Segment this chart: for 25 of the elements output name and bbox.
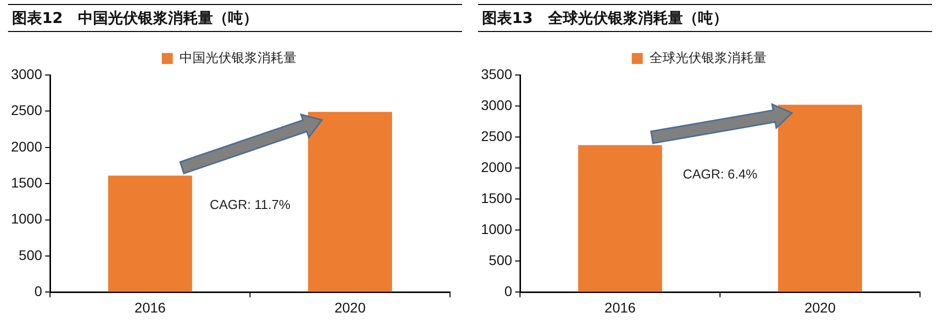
y-tick-label: 3500 — [480, 66, 512, 82]
legend-label: 中国光伏银浆消耗量 — [179, 50, 296, 66]
y-tick-label: 2500 — [480, 128, 512, 144]
y-tick-label: 1500 — [480, 190, 512, 206]
y-tick-label: 3000 — [10, 66, 42, 82]
x-tick-label: 2016 — [134, 299, 166, 316]
chart-title: 图表12 中国光伏银浆消耗量（吨） — [8, 4, 462, 32]
chart-title: 图表13 全球光伏银浆消耗量（吨） — [478, 4, 932, 32]
y-tick-label: 2500 — [10, 102, 42, 118]
y-tick-label: 3000 — [480, 96, 512, 113]
y-tick-label: 1000 — [480, 221, 512, 237]
y-tick-label: 2000 — [10, 138, 42, 154]
x-tick-label: 2016 — [604, 299, 636, 316]
annotation: CAGR: 6.4% — [682, 166, 758, 182]
x-tick-label: 2020 — [804, 299, 836, 316]
y-tick-label: 1000 — [10, 210, 42, 227]
y-tick-label: 500 — [488, 252, 512, 268]
y-tick-label: 2000 — [480, 158, 512, 175]
y-tick-label: 1500 — [10, 174, 42, 190]
x-tick-label: 2020 — [334, 299, 366, 316]
y-tick-label: 500 — [18, 246, 42, 263]
y-tick-label: 0 — [34, 283, 42, 300]
y-tick-label: 0 — [504, 283, 512, 300]
annotation: CAGR: 11.7% — [210, 197, 291, 212]
legend-label: 全球光伏银浆消耗量 — [649, 50, 766, 66]
